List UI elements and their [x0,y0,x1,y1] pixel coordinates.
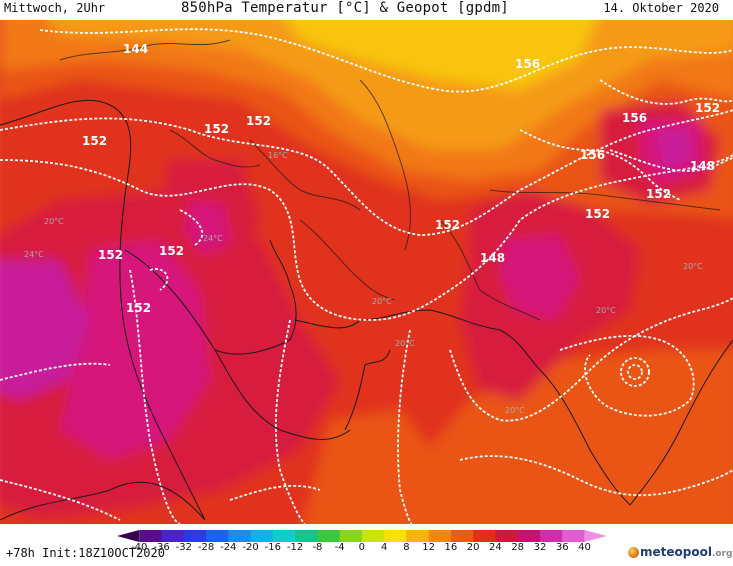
band-t28-arabia [60,240,210,460]
temperature-label: 16°C [268,151,288,160]
colorbar-tick-label: -20 [242,542,259,553]
colorbar-cell [428,530,452,542]
temperature-label: 20°C [44,217,64,226]
colorbar-tick-label: -36 [153,542,170,553]
geopot-label: 152 [159,244,184,258]
geopot-label-group: 144 152 152 152 152 152 152 152 152 148 … [82,42,720,315]
temperature-label: 20°C [505,406,525,415]
colorbar-cell [183,530,207,542]
colorbar-cell [539,530,563,542]
colorbar-tick-label: 32 [533,542,547,553]
geopot-label: 148 [480,251,505,265]
colorbar-cells [117,530,607,542]
band-t32-egypt [0,260,90,400]
colorbar-tick-label: -40 [131,542,148,553]
temperature-label: 20°C [372,297,392,306]
colorbar-cell [517,530,541,542]
weekday-time-label: Mittwoch, 2Uhr [4,1,106,15]
geopot-label: 156 [580,148,605,162]
date-label: 14. Oktober 2020 [603,1,719,15]
colorbar-tick-label: -32 [175,542,192,553]
geopot-label: 152 [82,134,107,148]
temperature-label: 20°C [596,306,616,315]
geopot-label: 148 [690,159,715,173]
colorbar-cell [361,530,385,542]
colorbar-arrow-right [584,530,607,542]
colorbar-tick-label: 36 [555,542,569,553]
map-footer: -40 -36 -32 -28 -24 -20 -16 -12 -8 -4 0 4 8 12 16 20 24 2… [0,524,733,566]
temperature-field [0,20,733,524]
band-t16-arabian-sea [304,410,440,524]
temperature-label: 20°C [395,339,415,348]
forecast-run-info: +78h Init:18Z10OCT2020 [6,546,165,560]
colorbar-cell [495,530,519,542]
colorbar-tick-label: 20 [466,542,480,553]
temperature-label: 20°C [683,262,703,271]
geopot-label: 152 [204,122,229,136]
colorbar-tick-label: -8 [312,542,323,553]
colorbar-cell [562,530,585,542]
map-title: 850hPa Temperatur [°C] & Geopot [gpdm] [181,0,509,16]
band-t16-india-south [388,350,733,524]
colorbar-arrow-left [117,530,140,542]
weather-map: 144 152 152 152 152 152 152 152 152 148 … [0,20,733,524]
colorbar-tick-label: -28 [197,542,215,553]
geopot-label: 152 [646,187,671,201]
geopot-label: 152 [585,207,610,221]
colorbar-cell [272,530,296,542]
colorbar-cell [317,530,341,542]
geopot-label: 156 [622,111,647,125]
brand-wordmark: meteopool.org [640,545,732,559]
colorbar-cell [228,530,252,542]
coastlines [0,39,733,521]
geopot-label: 152 [695,101,720,115]
meteopool-logo-icon [628,547,639,558]
colorbar-cell [473,530,496,542]
colorbar-cell [406,530,430,542]
geopot-label: 152 [435,218,460,232]
temperature-label: 24°C [203,234,223,243]
colorbar-tick-label: -12 [286,542,304,553]
colorbar-tick-label: 0 [358,542,366,553]
colorbar-cell [450,530,474,542]
colorbar-tick-label: 12 [422,542,436,553]
colorbar-cell [206,530,229,542]
geopot-label: 152 [98,248,123,262]
colorbar-tick-label: -16 [264,542,281,553]
temperature-label-group: 20°C 24°C 24°C 20°C 20°C 20°C 20°C 20°C … [24,151,703,415]
colorbar-cell [250,530,274,542]
temperature-colorbar [117,530,607,542]
band-t4 [286,20,596,90]
colorbar-tick-label: -24 [220,542,237,553]
colorbar-tick-label: 4 [380,542,388,553]
brand-name: meteopool [640,545,712,559]
colorbar-cell [161,530,185,542]
colorbar-cell [384,530,407,542]
colorbar-cell [339,530,363,542]
colorbar-tick-label: -4 [334,542,345,553]
map-header: Mittwoch, 2Uhr 850hPa Temperatur [°C] & … [0,0,733,20]
band-t28-iraq [185,200,230,255]
band-t28-pakistan [500,235,580,320]
colorbar-tick-label: 8 [403,542,410,553]
colorbar-tick-label: 24 [489,542,502,553]
colorbar-tick-labels: -40 -36 -32 -28 -24 -20 -16 -12 -8 -4 0 4 8 12 16 20 24 2… [0,542,733,556]
temperature-label: 24°C [24,250,44,259]
colorbar-tick-label: 40 [578,542,591,553]
geopot-label: 156 [515,57,540,71]
colorbar-cell [295,530,318,542]
band-t32-himalaya [655,130,692,170]
colorbar-cell [139,530,163,542]
geopot-label: 152 [246,114,271,128]
colorbar-tick-label: 16 [444,542,458,553]
brand-tld: .org [711,549,733,559]
geopot-label: 144 [123,42,148,56]
geopot-label: 152 [126,301,151,315]
colorbar-tick-label: 28 [511,542,525,553]
geopotential-isolines [0,28,733,524]
